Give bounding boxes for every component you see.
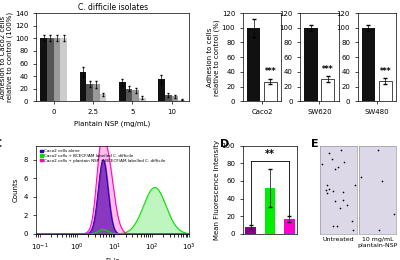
Text: D: D [220,139,229,148]
Text: **: ** [265,149,275,159]
Text: E: E [311,139,318,148]
Bar [93,84,100,101]
Bar [284,219,295,234]
Bar [321,79,334,101]
Bar [362,28,375,101]
Bar [132,90,139,101]
Bar [126,89,132,101]
Bar [139,98,146,101]
Bar [165,95,172,101]
X-axis label: 10 mg/mL
plantain-NSP: 10 mg/mL plantain-NSP [358,237,398,248]
Bar [86,84,93,101]
Y-axis label: Adhesion to cells
relative to control (%): Adhesion to cells relative to control (%… [207,19,220,95]
X-axis label: Plantain NSP (mg/mL): Plantain NSP (mg/mL) [74,121,151,127]
Bar [178,100,185,101]
Bar [47,38,54,101]
Bar [265,188,275,234]
Bar [158,79,165,101]
Bar [245,227,256,234]
Bar [379,81,392,101]
X-axis label: FL/e: FL/e [105,258,120,260]
Bar [119,82,126,101]
Bar [40,38,47,101]
Bar [172,96,178,101]
Bar [100,94,106,101]
Text: C: C [0,139,1,148]
Y-axis label: Mean Fluorescence Intensity: Mean Fluorescence Intensity [214,140,220,240]
Y-axis label: Adhesion to Caco2 cells
relative to control (100%): Adhesion to Caco2 cells relative to cont… [0,12,14,102]
Bar [264,81,277,101]
Bar [80,72,86,101]
Title: C. difficile isolates: C. difficile isolates [78,3,148,12]
Bar [304,28,318,101]
Text: ***: *** [322,65,334,74]
Bar [60,38,67,101]
Y-axis label: Counts: Counts [12,178,18,202]
Text: ***: *** [380,67,391,76]
Text: ***: *** [264,67,276,76]
Legend: Caco2 cells alone, Caco2 cells + BCECF/AM labelled C. difficile, Caco2 cells + p: Caco2 cells alone, Caco2 cells + BCECF/A… [38,148,167,164]
Bar [54,38,60,101]
Bar [247,28,260,101]
X-axis label: Untreated: Untreated [322,237,354,242]
